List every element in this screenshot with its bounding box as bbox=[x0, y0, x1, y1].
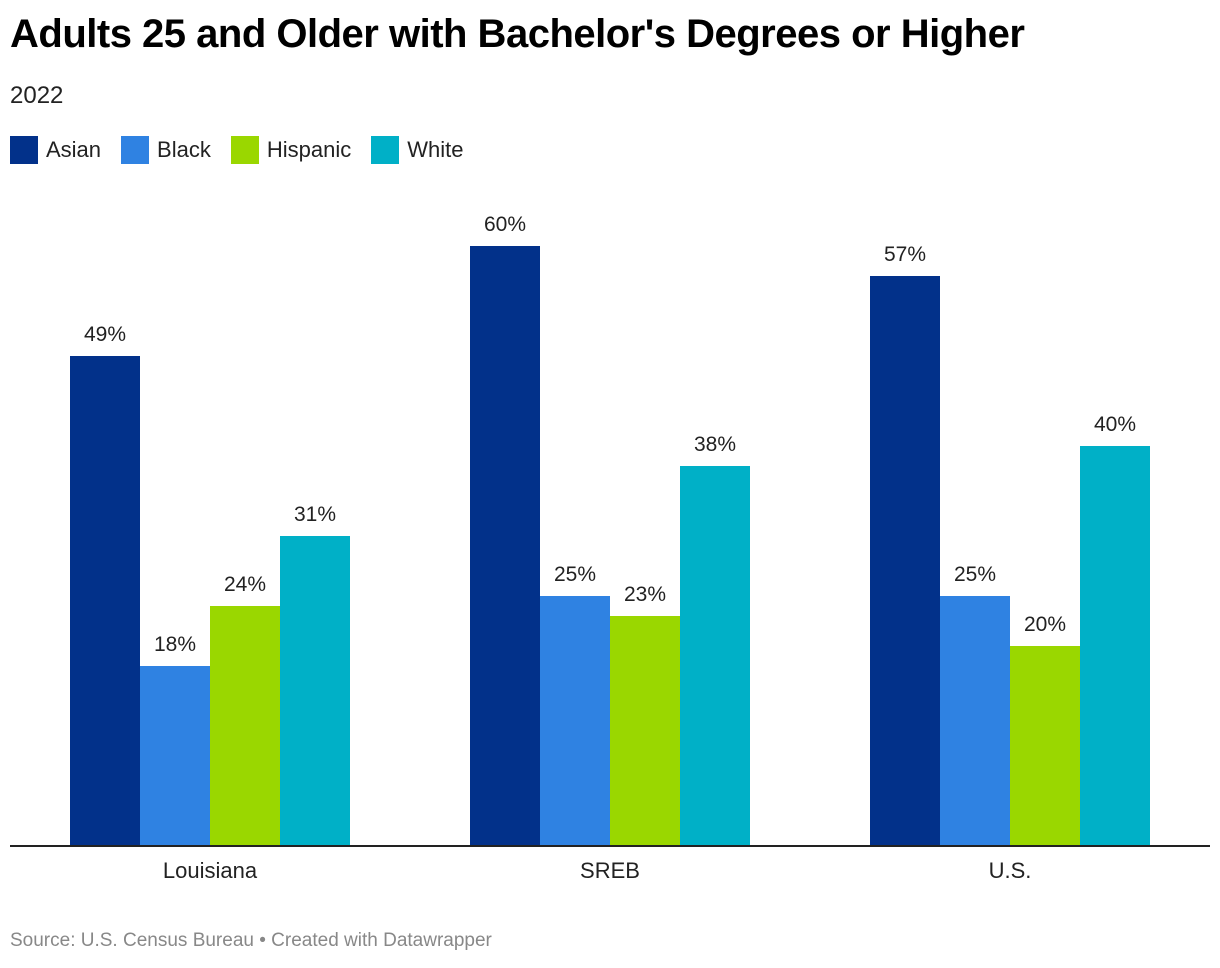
legend-swatch-asian bbox=[10, 136, 38, 164]
data-label-u-s-black: 25% bbox=[954, 563, 996, 586]
data-label-sreb-white: 38% bbox=[694, 433, 736, 456]
bar-u-s-asian bbox=[870, 276, 940, 846]
legend-item-hispanic: Hispanic bbox=[230, 136, 352, 164]
data-label-sreb-hispanic: 23% bbox=[624, 583, 666, 606]
legend-item-white: White bbox=[371, 136, 463, 164]
bar-sreb-asian bbox=[470, 246, 540, 846]
data-label-u-s-hispanic: 20% bbox=[1024, 613, 1066, 636]
source-note: Source: U.S. Census Bureau • Created wit… bbox=[10, 930, 492, 951]
data-label-sreb-asian: 60% bbox=[484, 213, 526, 236]
chart-title: Adults 25 and Older with Bachelor's Degr… bbox=[10, 12, 1025, 56]
category-label-sreb: SREB bbox=[580, 858, 640, 883]
chart-subtitle: 2022 bbox=[10, 82, 64, 109]
legend-label-asian: Asian bbox=[46, 137, 102, 162]
legend-item-black: Black bbox=[121, 136, 211, 164]
legend-swatch-white bbox=[371, 136, 400, 164]
data-label-louisiana-white: 31% bbox=[294, 503, 336, 526]
bar-u-s-black bbox=[940, 596, 1010, 846]
category-label-louisiana: Louisiana bbox=[163, 858, 258, 883]
bar-chart: 49% 18% 24% 31% Louisiana 60% 25% 23% 38% SREB 57%… bbox=[10, 213, 1210, 883]
bar-louisiana-asian bbox=[70, 356, 140, 846]
data-label-louisiana-black: 18% bbox=[154, 633, 196, 656]
legend-item-asian: Asian bbox=[10, 136, 101, 164]
category-label-u-s: U.S. bbox=[989, 858, 1032, 883]
data-label-u-s-asian: 57% bbox=[884, 243, 926, 266]
legend-swatch-hispanic bbox=[230, 136, 259, 164]
data-label-louisiana-asian: 49% bbox=[84, 323, 126, 346]
legend-swatch-black bbox=[121, 136, 150, 164]
bar-u-s-hispanic bbox=[1010, 646, 1080, 846]
bar-louisiana-hispanic bbox=[210, 606, 280, 846]
bar-u-s-white bbox=[1080, 446, 1150, 846]
legend-label-hispanic: Hispanic bbox=[266, 137, 352, 162]
bar-louisiana-black bbox=[140, 666, 210, 846]
legend-label-black: Black bbox=[157, 137, 211, 162]
bar-sreb-hispanic bbox=[610, 616, 680, 846]
data-label-u-s-white: 40% bbox=[1094, 413, 1136, 436]
data-label-sreb-black: 25% bbox=[554, 563, 596, 586]
bar-louisiana-white bbox=[280, 536, 350, 846]
data-label-louisiana-hispanic: 24% bbox=[224, 573, 266, 596]
legend-label-white: White bbox=[407, 137, 464, 162]
bar-sreb-black bbox=[540, 596, 610, 846]
legend: Asian Black Hispanic White bbox=[10, 136, 463, 164]
bar-sreb-white bbox=[680, 466, 750, 846]
